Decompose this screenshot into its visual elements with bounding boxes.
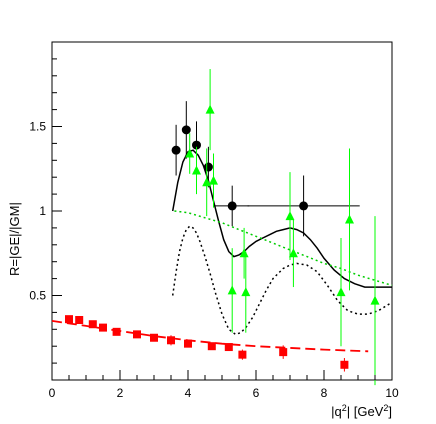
data-point-square [150,333,158,342]
data-point-triangle [202,177,212,187]
x-tick-label: 4 [185,386,192,400]
data-point-square [133,330,141,339]
data-point-square [75,316,84,325]
data-point-square [167,336,175,345]
data-point-triangle [192,165,201,175]
data-point-square [340,360,349,369]
model-curve-3 [174,210,393,287]
model-curve-2 [171,225,393,336]
data-point-circle [181,125,191,135]
data-point-circle [299,201,309,211]
x-tick-label: 6 [253,386,260,400]
data-point-circle [171,145,181,155]
data-point-triangle [288,248,298,258]
data-point-triangle [336,287,346,297]
data-point-square [238,350,247,359]
data-point-square [99,323,107,332]
data-point-circle [203,162,213,172]
data-point-square [88,320,97,329]
data-point-square [65,315,73,324]
x-tick-label: 8 [321,386,328,400]
data-point-square [224,343,233,352]
data-point-circle [227,201,237,211]
data-point-triangle [227,285,237,295]
data-point-square [112,327,121,336]
x-tick-label: 10 [385,386,399,400]
y-axis-label: R=|GE|/|GM| [7,202,22,276]
data-point-triangle [241,287,251,297]
y-tick-label: 1.5 [29,120,46,134]
y-tick-label: 0.5 [29,289,46,303]
data-point-triangle [205,104,215,114]
model-curve-1 [171,149,392,288]
data-point-circle [192,140,201,150]
x-tick-label: 0 [49,386,56,400]
data-point-square [184,339,192,348]
axes: 0 2 4 6 8 10 0.5 1 1.5 [29,58,399,400]
data-point-square [207,342,216,351]
data-point-triangle [185,148,195,158]
data-point-triangle [285,211,295,221]
data-point-triangle [345,214,354,224]
data-point-triangle [239,248,249,258]
data-point-triangle [209,175,218,185]
x-tick-label: 2 [117,386,124,400]
data-point-square [279,348,288,357]
y-tick-label: 1 [39,204,46,218]
data-point-triangle [370,295,380,305]
data-points [65,69,380,386]
x-axis-label: |q2| [GeV2] [331,403,392,419]
